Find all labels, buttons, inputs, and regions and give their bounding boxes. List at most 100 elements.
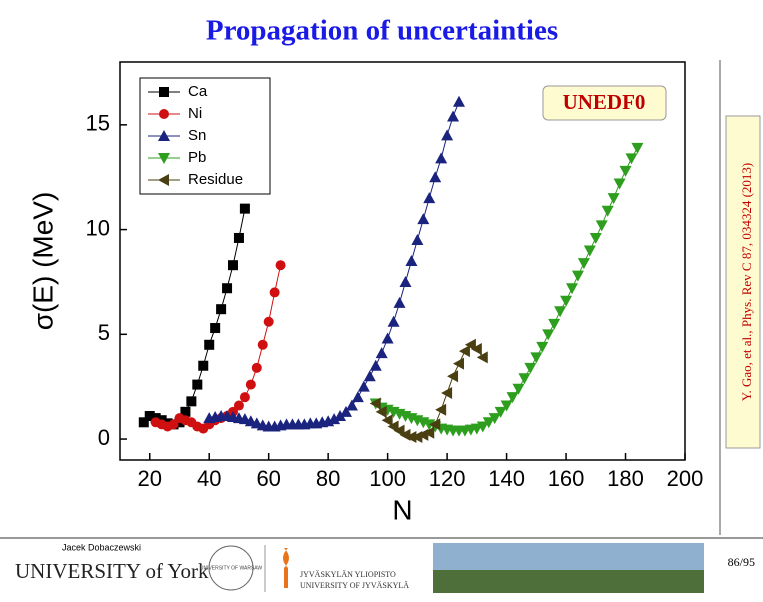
data-point (216, 304, 227, 315)
data-point (488, 413, 501, 425)
y-tick-label: 15 (86, 111, 110, 136)
data-point (571, 270, 584, 282)
data-point (429, 171, 442, 183)
data-point (144, 411, 155, 422)
data-point (566, 283, 578, 295)
data-point (554, 306, 567, 318)
data-point (210, 323, 221, 334)
data-point (269, 287, 280, 298)
x-tick-label: 60 (256, 466, 280, 491)
jyu-text: JYVÄSKYLÄN YLIOPISTO (300, 570, 396, 579)
data-point (375, 347, 388, 359)
data-point (613, 178, 626, 190)
data-point (476, 351, 488, 364)
data-point (168, 419, 179, 430)
data-point (423, 426, 435, 439)
data-point (233, 400, 244, 411)
data-point (233, 232, 244, 243)
footer-author: Jacek Dobaczewski (62, 542, 141, 552)
data-point (607, 193, 620, 205)
data-point (506, 392, 519, 404)
data-point (351, 391, 364, 403)
data-point (275, 260, 286, 271)
warsaw-logo (208, 545, 254, 591)
data-point (482, 417, 495, 429)
x-tick-label: 100 (369, 466, 406, 491)
data-point (393, 296, 406, 308)
data-point (524, 362, 537, 374)
data-point (512, 383, 525, 395)
jyu-text-en: UNIVERSITY OF JYVÄSKYLÄ (300, 581, 409, 590)
data-point (548, 318, 561, 330)
data-point (405, 430, 417, 443)
data-point (577, 258, 590, 270)
y-tick-label: 10 (86, 215, 110, 240)
legend-label: Pb (188, 149, 206, 166)
data-point (423, 192, 436, 204)
data-point (340, 405, 352, 417)
page-number: 86/95 (728, 555, 755, 569)
citation: Y. Gao, et al., Phys. Rev C 87, 034324 (… (739, 163, 754, 401)
annotation-box (542, 85, 667, 121)
data-point (441, 386, 453, 399)
data-point (518, 373, 531, 385)
data-point (441, 129, 454, 141)
y-tick-label: 0 (98, 425, 110, 450)
legend-label: Ca (188, 83, 208, 100)
data-point (192, 379, 203, 390)
data-point (619, 165, 632, 177)
legend-marker (158, 153, 170, 164)
data-point (222, 283, 233, 294)
legend-marker (159, 109, 169, 119)
data-point (186, 396, 197, 407)
y-axis-label: σ(E) (MeV) (27, 192, 58, 331)
x-tick-label: 160 (548, 466, 585, 491)
data-point (138, 417, 149, 428)
data-point (263, 316, 274, 327)
x-axis-label: N (392, 494, 412, 525)
plot-frame (119, 61, 686, 461)
warsaw-text: UNIVERSITY OF WARSAW (200, 565, 263, 571)
data-point (595, 220, 608, 232)
data-point (239, 392, 250, 403)
x-tick-label: 120 (429, 466, 466, 491)
data-point (245, 379, 256, 390)
legend-marker (159, 87, 169, 97)
data-point (257, 339, 268, 350)
legend-label: Sn (188, 127, 206, 144)
data-point (435, 152, 448, 164)
data-point (328, 413, 341, 425)
x-tick-label: 140 (488, 466, 525, 491)
data-point (429, 418, 441, 431)
data-point (239, 203, 250, 214)
x-tick-label: 80 (316, 466, 340, 491)
data-point (334, 410, 347, 422)
data-point (589, 232, 602, 244)
data-point (369, 397, 381, 410)
data-point (369, 359, 382, 371)
annotation: UNEDF0 (563, 90, 646, 114)
legend-marker (158, 130, 170, 141)
data-point (542, 329, 555, 341)
data-point (180, 406, 191, 417)
data-point (458, 345, 470, 358)
data-point (251, 362, 262, 373)
data-point (631, 142, 644, 154)
data-point (500, 400, 513, 412)
data-point (387, 315, 400, 327)
data-point (417, 213, 430, 225)
x-tick-label: 180 (607, 466, 644, 491)
data-point (411, 234, 424, 246)
photo-ground (433, 570, 704, 593)
data-point (228, 260, 238, 271)
data-point (375, 405, 387, 418)
x-tick-label: 40 (197, 466, 221, 491)
x-tick-label: 200 (667, 466, 704, 491)
data-point (381, 414, 393, 427)
data-point (560, 295, 573, 307)
data-point (453, 357, 464, 370)
data-point (363, 370, 376, 382)
data-point (625, 153, 638, 165)
data-point (536, 341, 549, 353)
